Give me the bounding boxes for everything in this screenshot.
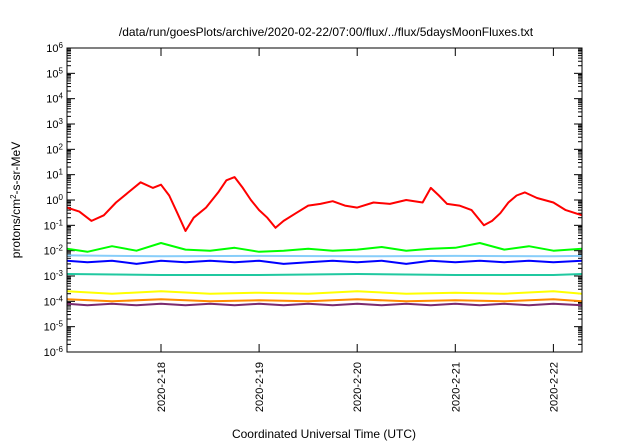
x-tick-label: 2020-2-22 <box>548 362 560 412</box>
y-tick-label: 100 <box>46 193 63 208</box>
y-axis-label-end: -s-sr-MeV <box>9 142 23 195</box>
y-tick-label: 103 <box>46 117 63 132</box>
y-tick-base: 10 <box>44 296 56 308</box>
y-tick-label: 104 <box>46 91 63 106</box>
y-tick-label: 10-4 <box>44 294 64 309</box>
series-line-7 <box>67 302 582 307</box>
x-tick-label: 2020-2-18 <box>156 362 168 412</box>
y-tick-base: 10 <box>46 170 58 182</box>
y-tick-label: 106 <box>46 41 63 56</box>
series-line-5 <box>67 290 582 295</box>
y-tick-exponent: 5 <box>59 66 64 75</box>
series-group <box>67 176 582 307</box>
y-tick-exponent: -6 <box>56 345 64 354</box>
y-tick-base: 10 <box>46 144 58 156</box>
y-tick-labels: 10-610-510-410-310-210-11001011021031041… <box>44 41 64 360</box>
series-line-6 <box>67 298 582 303</box>
plot-frame <box>66 47 583 353</box>
y-tick-exponent: 2 <box>59 142 64 151</box>
y-tick-label: 10-2 <box>44 243 64 258</box>
y-tick-exponent: -5 <box>56 319 64 328</box>
y-tick-exponent: -4 <box>56 294 64 303</box>
series-line-3 <box>67 254 582 258</box>
y-axis-label-sup: 2 <box>9 194 18 199</box>
x-tick-labels: 2020-2-18 2020-2-19 2020-2-20 2020-2-21 2020… <box>156 362 560 412</box>
y-tick-exponent: -3 <box>56 269 64 278</box>
y-tick-base: 10 <box>44 220 56 232</box>
y-axis-label-start: protons/cm <box>9 199 23 258</box>
x-tick-label: 2020-2-19 <box>254 362 266 412</box>
y-tick-exponent: 4 <box>59 91 64 100</box>
series-line-0 <box>67 176 582 232</box>
y-tick-label: 10-1 <box>44 218 64 233</box>
y-tick-exponent: 3 <box>59 117 64 126</box>
y-tick-base: 10 <box>46 195 58 207</box>
y-tick-base: 10 <box>44 322 56 334</box>
y-tick-base: 10 <box>44 271 56 283</box>
y-tick-exponent: 0 <box>59 193 64 202</box>
x-tick-label: 2020-2-20 <box>352 362 364 412</box>
y-tick-base: 10 <box>44 347 56 359</box>
y-tick-label: 10-3 <box>44 269 64 284</box>
y-tick-base: 10 <box>46 43 58 55</box>
axis-ticks <box>67 47 582 353</box>
chart-title: /data/run/goesPlots/archive/2020-02-22/0… <box>119 25 534 39</box>
series-line-4 <box>67 273 582 276</box>
x-axis-label: Coordinated Universal Time (UTC) <box>232 427 416 441</box>
y-tick-base: 10 <box>46 119 58 131</box>
x-tick-label: 2020-2-21 <box>450 362 462 412</box>
y-tick-exponent: -2 <box>56 243 64 252</box>
y-tick-label: 105 <box>46 66 63 81</box>
y-tick-label: 101 <box>46 167 63 182</box>
y-tick-label: 10-5 <box>44 319 64 334</box>
y-tick-base: 10 <box>46 68 58 80</box>
y-tick-label: 102 <box>46 142 63 157</box>
y-tick-base: 10 <box>44 246 56 258</box>
series-line-2 <box>67 259 582 265</box>
y-tick-exponent: -1 <box>56 218 64 227</box>
y-axis-label: protons/cm2-s-sr-MeV <box>9 142 24 258</box>
y-tick-base: 10 <box>46 94 58 106</box>
series-line-1 <box>67 242 582 253</box>
y-tick-exponent: 6 <box>59 41 64 50</box>
y-tick-exponent: 1 <box>59 167 64 176</box>
y-tick-label: 10-6 <box>44 345 64 360</box>
